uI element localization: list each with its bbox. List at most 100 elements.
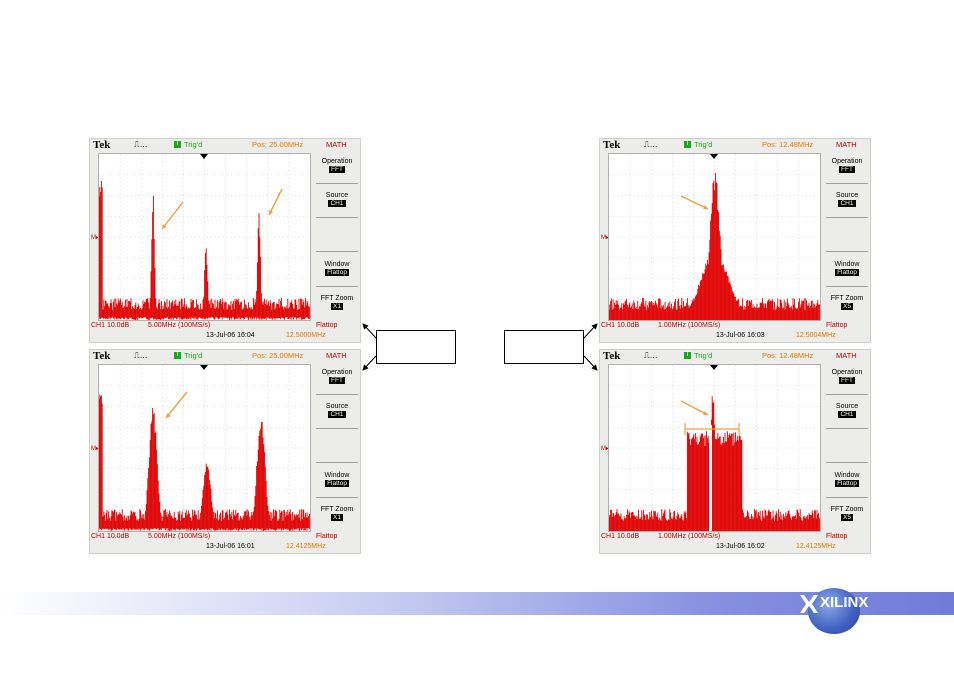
callout-box-left bbox=[376, 330, 456, 364]
softkey-source[interactable]: Source CH1 bbox=[824, 192, 870, 207]
channel-scale: CH1 10.0dB bbox=[91, 322, 130, 329]
softkey-value: Flattop bbox=[325, 480, 349, 487]
horizontal-scale: 5.00MHz (100MS/s) bbox=[148, 533, 211, 540]
graticule bbox=[99, 154, 310, 320]
reference-marker-icon: M▸ bbox=[601, 235, 610, 241]
tek-logo: Tek bbox=[93, 350, 111, 362]
timestamp: 13-Jul-06 16:02 bbox=[716, 543, 765, 550]
softkey-value: X1 bbox=[331, 303, 343, 310]
graticule bbox=[609, 365, 820, 531]
trigger-status-icon: T bbox=[684, 141, 691, 148]
softkey-window[interactable]: Window Flattop bbox=[314, 261, 360, 276]
scope-footer: CH1 10.0dB 5.00MHz (100MS/s) Flattop 13-… bbox=[90, 321, 362, 343]
timestamp: 13-Jul-06 16:03 bbox=[716, 332, 765, 339]
softkey-value: CH1 bbox=[328, 200, 346, 207]
softkey-operation[interactable]: Operation FFT bbox=[824, 158, 870, 173]
softkey-operation[interactable]: Operation FFT bbox=[824, 369, 870, 384]
divider bbox=[316, 428, 358, 429]
channel-scale: CH1 10.0dB bbox=[91, 533, 130, 540]
softkey-operation[interactable]: Operation FFT bbox=[314, 369, 360, 384]
softkey-fft-zoom[interactable]: FFT Zoom X5 bbox=[824, 295, 870, 310]
xilinx-logo-text: XILINX bbox=[820, 594, 869, 611]
reference-marker-icon: M▸ bbox=[601, 446, 610, 452]
trigger-edge-icon: ⎍… bbox=[134, 140, 148, 149]
softkey-window[interactable]: Window Flattop bbox=[314, 472, 360, 487]
scope-screen-top-left: Tek ⎍… T Trig'd Pos: 25.00MHz MATH M▸ Op… bbox=[89, 138, 361, 343]
softkey-label: Operation bbox=[831, 158, 863, 165]
spectrum-trace bbox=[609, 173, 820, 320]
softkey-window[interactable]: Window Flattop bbox=[824, 472, 870, 487]
divider bbox=[316, 183, 358, 184]
math-label: MATH bbox=[836, 351, 857, 360]
math-label: MATH bbox=[836, 140, 857, 149]
divider bbox=[316, 497, 358, 498]
channel-scale: CH1 10.0dB bbox=[601, 533, 640, 540]
trigger-edge-icon: ⎍… bbox=[134, 351, 148, 360]
softkey-value: X5 bbox=[841, 514, 853, 521]
softkey-value: FFT bbox=[839, 377, 855, 384]
annotation-arrows bbox=[161, 188, 283, 230]
trigger-status-icon: T bbox=[174, 352, 181, 359]
reference-marker-icon: M▸ bbox=[91, 235, 100, 241]
softkey-menu: Operation FFT Source CH1 Window Flattop FFT… bbox=[314, 153, 360, 321]
annotation-arrows bbox=[165, 391, 188, 419]
graticule bbox=[609, 154, 820, 320]
frequency-readout: 12.5000MHz bbox=[286, 332, 326, 339]
divider bbox=[316, 286, 358, 287]
softkey-source[interactable]: Source CH1 bbox=[314, 403, 360, 418]
scope-screen-bottom-left: Tek ⎍… T Trig'd Pos: 25.00MHz MATH M▸ Op… bbox=[89, 349, 361, 554]
softkey-label: Operation bbox=[321, 369, 353, 376]
softkey-fft-zoom[interactable]: FFT Zoom X5 bbox=[824, 506, 870, 521]
tek-logo: Tek bbox=[603, 350, 621, 362]
softkey-value: Flattop bbox=[835, 480, 859, 487]
softkey-label: FFT Zoom bbox=[320, 295, 354, 302]
divider bbox=[316, 394, 358, 395]
softkey-label: Operation bbox=[831, 369, 863, 376]
frequency-readout: 12.4125MHz bbox=[796, 543, 836, 550]
trigger-status: Trig'd bbox=[184, 351, 203, 360]
softkey-label: Window bbox=[324, 472, 350, 479]
divider bbox=[316, 251, 358, 252]
frequency-readout: 12.4125MHz bbox=[286, 543, 326, 550]
scope-footer: CH1 10.0dB 1.00MHz (100MS/s) Flattop 13-… bbox=[600, 321, 872, 343]
softkey-source[interactable]: Source CH1 bbox=[314, 192, 360, 207]
softkey-value: X5 bbox=[841, 303, 853, 310]
position-readout: Pos: 12.48MHz bbox=[762, 351, 814, 360]
divider bbox=[826, 462, 868, 463]
softkey-label: Operation bbox=[321, 158, 353, 165]
softkey-label: Source bbox=[325, 192, 349, 199]
softkey-window[interactable]: Window Flattop bbox=[824, 261, 870, 276]
scope-footer: CH1 10.0dB 5.00MHz (100MS/s) Flattop 13-… bbox=[90, 532, 362, 554]
tek-logo: Tek bbox=[93, 139, 111, 151]
softkey-fft-zoom[interactable]: FFT Zoom X1 bbox=[314, 295, 360, 310]
divider bbox=[316, 462, 358, 463]
spectrum-trace bbox=[99, 394, 310, 531]
callout-box-right bbox=[504, 330, 584, 364]
softkey-value: CH1 bbox=[838, 411, 856, 418]
position-readout: Pos: 25.00MHz bbox=[252, 351, 304, 360]
softkey-value: CH1 bbox=[328, 411, 346, 418]
softkey-menu: Operation FFT Source CH1 Window Flattop FFT… bbox=[824, 153, 870, 321]
softkey-source[interactable]: Source CH1 bbox=[824, 403, 870, 418]
softkey-fft-zoom[interactable]: FFT Zoom X1 bbox=[314, 506, 360, 521]
softkey-operation[interactable]: Operation FFT bbox=[314, 158, 360, 173]
divider bbox=[826, 217, 868, 218]
xilinx-logo-icon bbox=[800, 595, 818, 613]
window-label: Flattop bbox=[316, 322, 338, 329]
spectrum-display bbox=[98, 364, 311, 532]
divider bbox=[826, 497, 868, 498]
softkey-value: CH1 bbox=[838, 200, 856, 207]
position-readout: Pos: 12.48MHz bbox=[762, 140, 814, 149]
softkey-value: FFT bbox=[329, 377, 345, 384]
softkey-menu: Operation FFT Source CH1 Window Flattop FFT… bbox=[824, 364, 870, 532]
window-label: Flattop bbox=[826, 322, 848, 329]
divider bbox=[316, 217, 358, 218]
softkey-label: Source bbox=[325, 403, 349, 410]
softkey-label: Window bbox=[324, 261, 350, 268]
scope-header: Tek ⎍… T Trig'd Pos: 12.48MHz MATH bbox=[600, 139, 872, 153]
divider bbox=[826, 428, 868, 429]
softkey-label: Window bbox=[834, 261, 860, 268]
divider bbox=[826, 251, 868, 252]
spectrum-display bbox=[98, 153, 311, 321]
softkey-label: FFT Zoom bbox=[320, 506, 354, 513]
